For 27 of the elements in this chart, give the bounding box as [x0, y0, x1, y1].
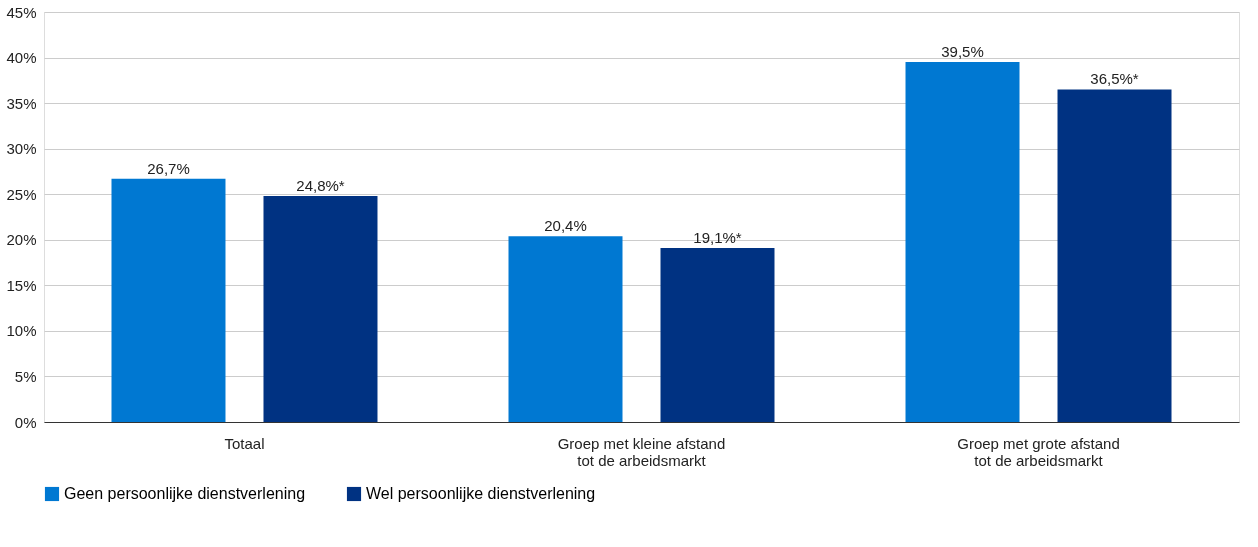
y-tick-label: 15% [6, 276, 37, 294]
data-label: 19,1%* [693, 228, 742, 246]
y-tick-label: 25% [6, 185, 37, 203]
y-tick-label: 20% [6, 231, 37, 249]
bar [660, 247, 775, 422]
x-tick-label: Groep met kleine afstand tot de arbeidsmarkt [557, 434, 726, 469]
y-tick-label: 0% [14, 413, 37, 431]
data-label: 36,5%* [1090, 70, 1139, 88]
y-tick-label: 5% [14, 367, 37, 385]
bar [905, 62, 1020, 422]
y-tick-label: 40% [6, 49, 37, 67]
data-label: 26,7% [147, 159, 190, 177]
x-tick-label: Groep met grote afstand tot de arbeidsmarkt [957, 434, 1120, 469]
data-label: 39,5% [941, 43, 984, 61]
bar [1057, 89, 1172, 422]
y-tick-label: 35% [6, 94, 37, 112]
legend-label: Wel persoonlijke dienstverlening [366, 485, 596, 502]
y-tick-label: 45% [6, 3, 37, 21]
data-label: 20,4% [544, 217, 587, 235]
data-label: 24,8%* [296, 177, 345, 195]
legend-label: Geen persoonlijke dienstverlening [64, 485, 306, 502]
bar [111, 178, 226, 422]
y-tick-label: 30% [6, 140, 37, 158]
x-tick-label: Totaal [224, 434, 265, 452]
bar [508, 236, 623, 422]
y-tick-label: 10% [6, 322, 37, 340]
bar [263, 196, 378, 422]
